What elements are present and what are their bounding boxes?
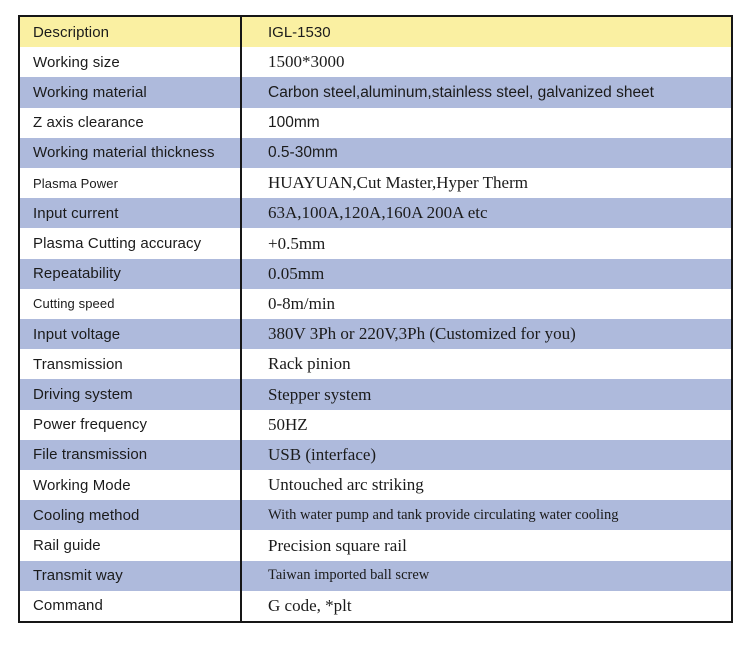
spec-value-cell: 1500*3000	[240, 47, 731, 78]
spec-label-cell: Cutting speed	[33, 296, 115, 312]
spec-value-cell: HUAYUAN,Cut Master,Hyper Therm	[240, 168, 731, 199]
spec-value-cell: 50HZ	[240, 409, 731, 440]
spec-label-cell: Working Mode	[33, 476, 131, 494]
spec-value-cell: USB (interface)	[240, 439, 731, 471]
spec-label-cell: Power frequency	[33, 416, 148, 434]
spec-value-cell: 0.5-30mm	[240, 137, 731, 169]
spec-value-cell: Taiwan imported ball screw	[240, 560, 731, 591]
spec-value-cell: Untouched arc striking	[240, 470, 731, 501]
spec-label-cell: Working size	[33, 53, 120, 71]
spec-label-cell: Z axis clearance	[33, 114, 144, 132]
spec-label-cell: Repeatability	[33, 265, 122, 283]
spec-value-cell: 100mm	[240, 107, 731, 138]
spec-label-cell: File transmission	[33, 446, 148, 464]
table-row: Command G code, *plt	[20, 590, 731, 622]
spec-value-cell: Rack pinion	[240, 349, 731, 380]
header-description-cell: Description	[33, 23, 110, 41]
spec-value-cell: 63A,100A,120A,160A 200A etc	[240, 198, 731, 229]
table-row: Working size 1500*3000	[20, 47, 731, 78]
spec-table: Description IGL-1530 Working size 1500*3…	[18, 15, 733, 623]
spec-label-cell: Transmit way	[33, 567, 123, 585]
spec-label-cell: Working material	[33, 84, 147, 101]
table-row: Input current 63A,100A,120A,160A 200A et…	[20, 198, 731, 229]
spec-value-cell: Precision square rail	[240, 530, 731, 561]
spec-label-cell: Transmission	[33, 355, 123, 373]
spec-value-cell: With water pump and tank provide circula…	[240, 500, 731, 531]
table-row: Cutting speed 0-8m/min	[20, 288, 731, 320]
spec-label-cell: Plasma Power	[33, 175, 119, 191]
table-row: Driving system Stepper system	[20, 379, 731, 410]
spec-value-cell: Carbon steel,aluminum,stainless steel, g…	[240, 77, 731, 108]
spec-label-cell: Plasma Cutting accuracy	[33, 235, 202, 253]
table-row: Transmit way Taiwan imported ball screw	[20, 560, 731, 591]
spec-label-cell: Driving system	[33, 386, 133, 404]
spec-label-cell: Working material thickness	[33, 144, 215, 162]
table-row: Rail guide Precision square rail	[20, 530, 731, 561]
table-row: Working material Carbon steel,aluminum,s…	[20, 77, 731, 108]
table-row: Repeatability 0.05mm	[20, 258, 731, 289]
spec-label-cell: Input voltage	[33, 325, 121, 343]
spec-value-cell: G code, *plt	[240, 590, 731, 622]
table-row: Cooling method With water pump and tank …	[20, 500, 731, 531]
spec-value-cell: 0.05mm	[240, 258, 731, 289]
spec-value-cell: 0-8m/min	[240, 288, 731, 320]
table-row: Working material thickness 0.5-30mm	[20, 137, 731, 169]
spec-label-cell: Rail guide	[33, 537, 101, 555]
table-row: Transmission Rack pinion	[20, 349, 731, 380]
table-header-row: Description IGL-1530	[20, 17, 731, 48]
spec-value-cell: +0.5mm	[240, 228, 731, 259]
spec-label-cell: Cooling method	[33, 506, 140, 524]
spec-label-cell: Input current	[33, 204, 119, 222]
spec-value-cell: Stepper system	[240, 379, 731, 410]
header-model-cell: IGL-1530	[240, 17, 731, 48]
table-row: Power frequency 50HZ	[20, 409, 731, 440]
table-row: Working Mode Untouched arc striking	[20, 470, 731, 501]
table-row: Z axis clearance 100mm	[20, 107, 731, 138]
table-row: File transmission USB (interface)	[20, 439, 731, 471]
table-row: Plasma Power HUAYUAN,Cut Master,Hyper Th…	[20, 168, 731, 199]
spec-value-cell: 380V 3Ph or 220V,3Ph (Customized for you…	[240, 319, 731, 350]
table-row: Plasma Cutting accuracy +0.5mm	[20, 228, 731, 259]
table-row: Input voltage 380V 3Ph or 220V,3Ph (Cust…	[20, 319, 731, 350]
spec-label-cell: Command	[33, 597, 103, 615]
